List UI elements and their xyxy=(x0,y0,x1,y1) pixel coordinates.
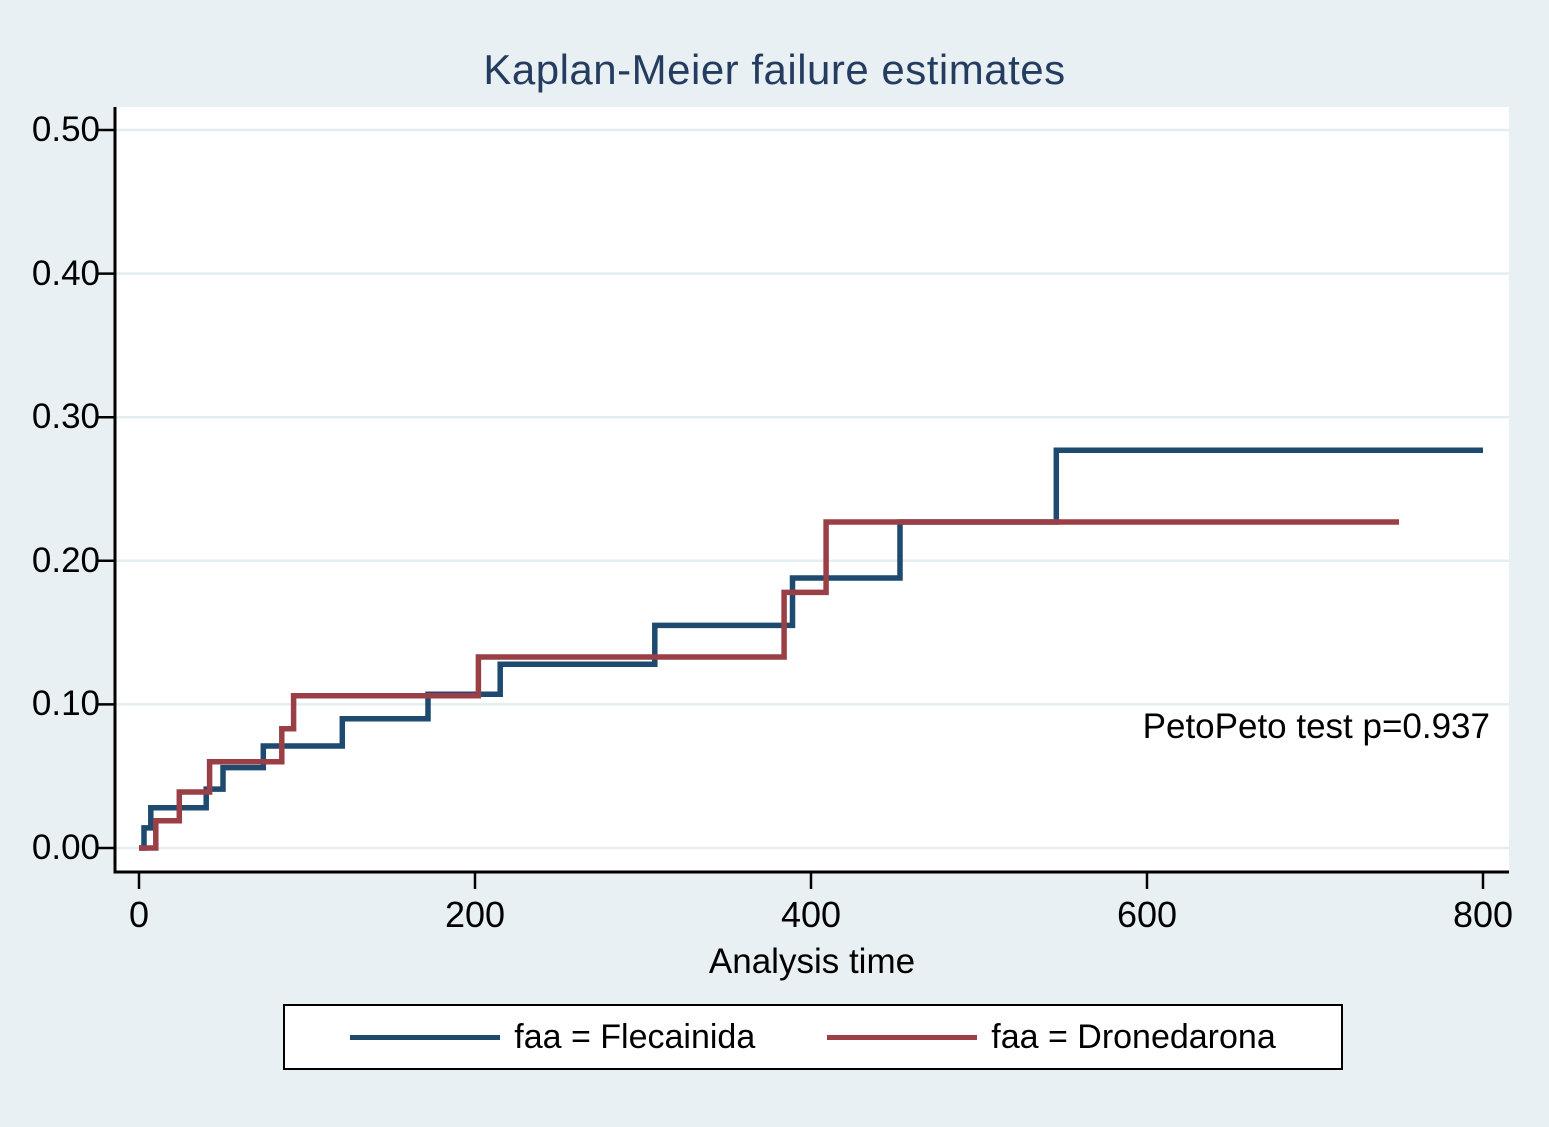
legend-label: faa = Dronedarona xyxy=(991,1017,1276,1056)
y-tick-label: 0.40 xyxy=(31,253,100,293)
x-tick-label: 400 xyxy=(780,894,842,935)
legend-line-swatch xyxy=(827,1034,978,1040)
y-tick-label: 0.10 xyxy=(31,684,100,724)
y-tick-label: 0.20 xyxy=(31,540,100,580)
y-tick-label: 0.00 xyxy=(31,828,100,867)
legend-box: faa = Flecainida faa = Dronedarona xyxy=(283,1004,1343,1070)
x-axis-title: Analysis time xyxy=(708,942,916,981)
x-tick-label: 800 xyxy=(1452,894,1514,935)
x-tick-label: 0 xyxy=(128,894,150,935)
plot-region xyxy=(115,107,1509,872)
legend-label: faa = Flecainida xyxy=(514,1017,756,1056)
legend-item: faa = Dronedarona xyxy=(827,1017,1276,1057)
legend-line-swatch xyxy=(350,1034,501,1040)
x-tick-label: 600 xyxy=(1116,894,1178,935)
chart-title: Kaplan-Meier failure estimates xyxy=(483,46,1066,93)
series-line-dronedarona xyxy=(139,519,1399,851)
pvalue-annotation: PetoPeto test p=0.937 xyxy=(1142,707,1490,746)
y-tick-label: 0.50 xyxy=(31,110,100,149)
y-tick-label: 0.30 xyxy=(31,397,100,437)
x-tick-label: 200 xyxy=(444,894,506,935)
legend-item: faa = Flecainida xyxy=(350,1018,755,1057)
series-line-flecainida xyxy=(139,447,1483,851)
